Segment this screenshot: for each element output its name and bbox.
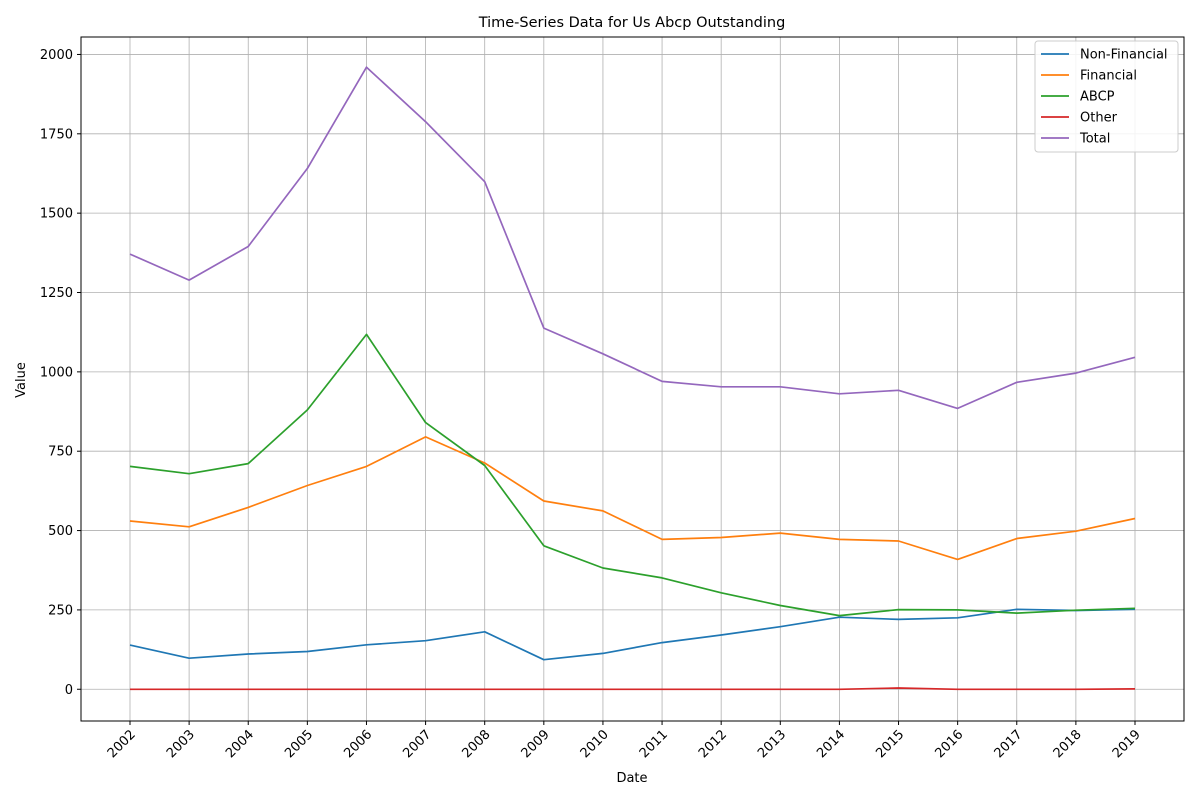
y-tick-label: 250 [48, 603, 73, 618]
y-tick-label: 1250 [40, 286, 73, 301]
plot-area-frame [80, 36, 1185, 722]
legend-label-other: Other [1080, 111, 1118, 126]
series-lines [129, 66, 1136, 691]
y-tick-label: 1500 [40, 207, 73, 222]
x-axis-label: Date [616, 771, 647, 786]
legend-label-financial: Financial [1080, 69, 1137, 84]
legend-box [1034, 40, 1179, 153]
chart-title: Time-Series Data for Us Abcp Outstanding [478, 15, 786, 31]
legend: Non-Financial Financial ABCP Other Total [1034, 40, 1179, 153]
legend-label-abcp: ABCP [1080, 90, 1115, 105]
series-line-other [130, 687, 1136, 691]
y-tick-label: 1000 [40, 365, 73, 380]
legend-label-non-financial: Non-Financial [1080, 48, 1168, 63]
y-tick-label: 0 [65, 683, 73, 698]
y-tick-label: 1750 [40, 127, 73, 142]
y-tick-label: 2000 [40, 48, 73, 63]
legend-label-total: Total [1079, 132, 1110, 147]
gridlines [81, 37, 1184, 721]
series-line-abcp [129, 333, 1136, 617]
y-tick-label: 500 [48, 524, 73, 539]
y-tick-label: 750 [48, 445, 73, 460]
series-line-non-financial [129, 608, 1136, 661]
y-axis-ticks: 0 250 500 750 1000 1250 1500 1750 2000 [40, 48, 81, 698]
series-line-total [129, 66, 1136, 410]
series-line-financial [129, 436, 1136, 561]
y-axis-label: Value [14, 362, 29, 398]
